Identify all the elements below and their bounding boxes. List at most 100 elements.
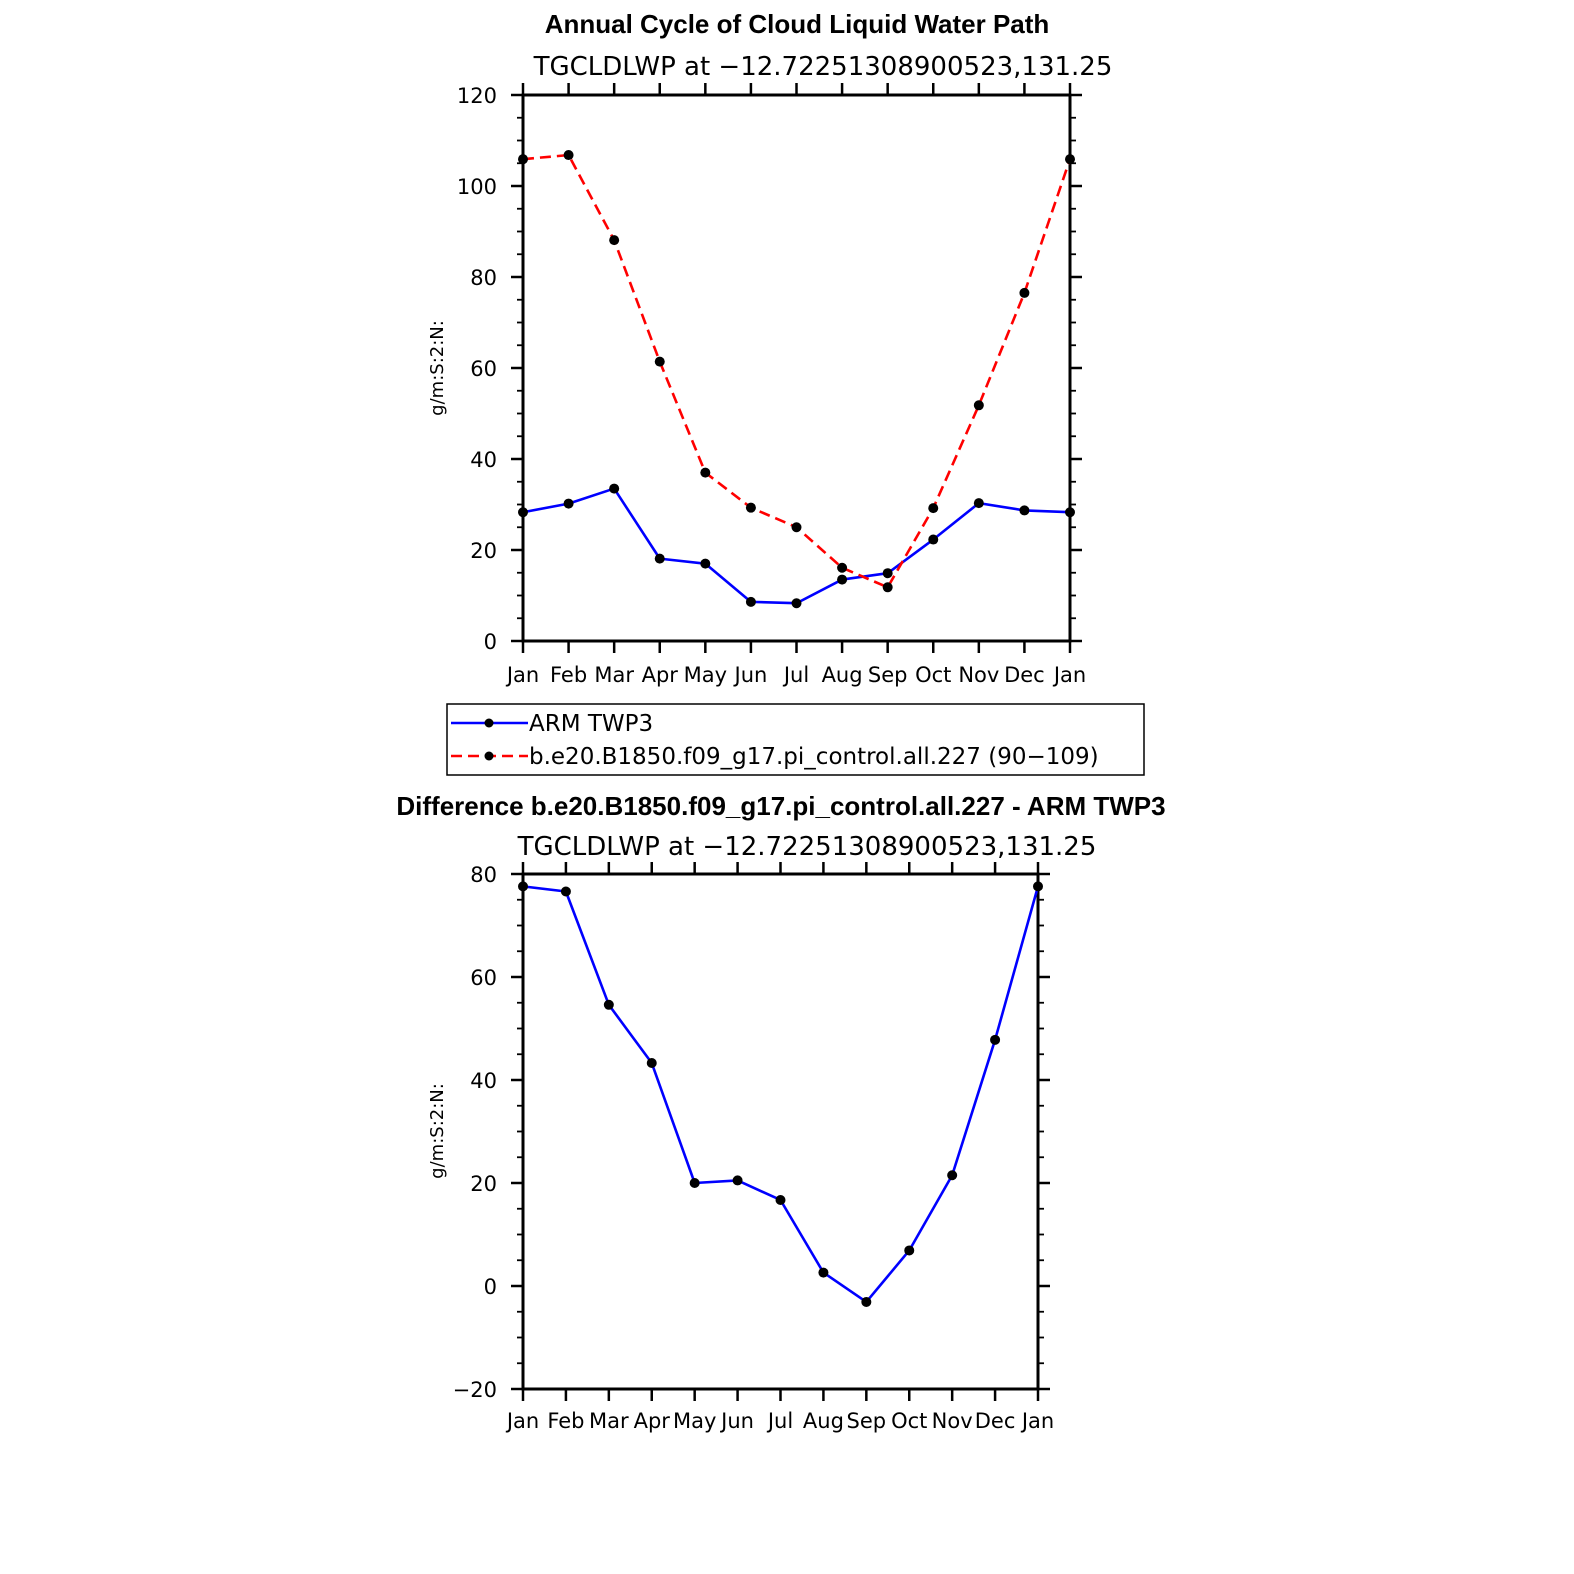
- chart-1-plot-frame: [521, 93, 1072, 643]
- data-point: [818, 1267, 829, 1278]
- data-point: [904, 1245, 915, 1256]
- chart-1-y-tick-labels: 0 20 40 60 80 100 120: [457, 84, 497, 654]
- x-tick-label: Jun: [719, 1409, 754, 1433]
- data-point: [518, 881, 528, 892]
- chart-1-title: Annual Cycle of Cloud Liquid Water Path: [545, 9, 1050, 39]
- data-point: [1065, 507, 1075, 518]
- chart-1-x-tick-labels: Jan Feb Mar Apr May Jun Jul Aug Sep Oct Nov Dec Jan: [505, 663, 1086, 687]
- chart-2-plot-frame: [521, 872, 1040, 1391]
- legend: ARM TWP3 b.e20.B1850.f09_g17.pi_control.…: [446, 703, 1145, 776]
- data-point: [689, 1178, 700, 1188]
- data-point: [745, 502, 756, 513]
- data-point: [1033, 881, 1043, 892]
- y-tick-label: 80: [470, 266, 497, 290]
- data-point: [563, 498, 574, 509]
- chart-1-series: [518, 150, 1075, 609]
- data-point: [518, 507, 528, 518]
- y-tick-label: 0: [484, 630, 497, 654]
- legend-label-model: b.e20.B1850.f09_g17.pi_control.all.227 (…: [529, 744, 1099, 770]
- chart-2-title: Difference b.e20.B1850.f09_g17.pi_contro…: [396, 791, 1165, 821]
- y-tick-label: 20: [470, 539, 497, 563]
- data-point: [928, 503, 939, 514]
- data-point: [837, 562, 848, 573]
- x-tick-label: May: [673, 1409, 716, 1433]
- legend-marker-arm-twp3: [484, 718, 494, 728]
- data-point: [732, 1175, 743, 1186]
- data-point: [654, 553, 665, 564]
- x-tick-label: Apr: [642, 663, 679, 687]
- data-point: [973, 400, 984, 411]
- data-point: [837, 574, 848, 585]
- x-tick-label: Jan: [1020, 1409, 1054, 1433]
- data-point: [603, 999, 614, 1010]
- x-tick-label: Aug: [803, 1409, 844, 1433]
- series-line-0: [522, 885, 1040, 1304]
- y-tick-label: 0: [484, 1275, 497, 1299]
- x-tick-label: Aug: [822, 663, 863, 687]
- x-tick-label: Oct: [915, 663, 951, 687]
- chart-1-subtitle: TGCLDLWP at −12.72251308900523,131.25: [533, 52, 1113, 82]
- legend-marker-model: [484, 751, 494, 761]
- series-line-0: [522, 487, 1071, 605]
- x-tick-label: Apr: [634, 1409, 671, 1433]
- y-tick-label: 40: [470, 448, 497, 472]
- data-point: [775, 1194, 786, 1205]
- data-point: [609, 235, 620, 246]
- data-point: [609, 483, 620, 494]
- y-tick-label: 60: [470, 966, 497, 990]
- y-tick-label: 40: [470, 1069, 497, 1093]
- data-point: [882, 582, 893, 593]
- chart-2-y-axis-label: g/m:S:2:N:: [427, 1083, 448, 1179]
- x-tick-label: Mar: [594, 663, 634, 687]
- y-tick-label: 20: [470, 1172, 497, 1196]
- data-point: [791, 522, 802, 533]
- data-point: [882, 568, 893, 579]
- data-point: [990, 1034, 1001, 1045]
- chart-2-subtitle: TGCLDLWP at −12.72251308900523,131.25: [517, 832, 1097, 862]
- y-tick-label: 120: [457, 84, 497, 108]
- data-point: [646, 1058, 657, 1069]
- y-tick-label: −20: [453, 1378, 497, 1402]
- data-point: [947, 1170, 958, 1181]
- x-tick-label: Jun: [733, 663, 768, 687]
- data-point: [563, 150, 574, 161]
- chart-2: Difference b.e20.B1850.f09_g17.pi_contro…: [396, 791, 1165, 1433]
- data-point: [1019, 287, 1030, 298]
- data-point: [973, 498, 984, 509]
- x-tick-label: Jan: [505, 1409, 539, 1433]
- data-point: [560, 886, 571, 897]
- chart-2-x-tick-labels: Jan Feb Mar Apr May Jun Jul Aug Sep Oct Nov Dec Jan: [505, 1409, 1054, 1433]
- data-point: [1065, 154, 1075, 165]
- x-tick-label: Feb: [547, 1409, 584, 1433]
- data-point: [518, 154, 528, 165]
- x-tick-label: Nov: [932, 1409, 973, 1433]
- legend-label-arm-twp3: ARM TWP3: [529, 711, 653, 737]
- data-point: [700, 467, 711, 478]
- y-tick-label: 80: [470, 863, 497, 887]
- data-point: [861, 1296, 872, 1307]
- y-tick-label: 60: [470, 357, 497, 381]
- y-tick-label: 100: [457, 175, 497, 199]
- x-tick-label: Sep: [847, 1409, 887, 1433]
- x-tick-label: May: [684, 663, 727, 687]
- data-point: [791, 598, 802, 609]
- chart-1-ticks: [511, 83, 1082, 653]
- x-tick-label: Jan: [1052, 663, 1086, 687]
- x-tick-label: Mar: [589, 1409, 629, 1433]
- chart-1-y-axis-label: g/m:S:2:N:: [427, 320, 448, 416]
- data-point: [745, 596, 756, 607]
- x-tick-label: Oct: [891, 1409, 927, 1433]
- chart-2-series: [518, 881, 1043, 1307]
- chart-2-ticks: [511, 862, 1050, 1401]
- data-point: [654, 356, 665, 367]
- data-point: [928, 534, 939, 545]
- x-tick-label: Feb: [550, 663, 587, 687]
- x-tick-label: Dec: [975, 1409, 1016, 1433]
- chart-2-y-tick-labels: −20 0 20 40 60 80: [453, 863, 497, 1402]
- x-tick-label: Jan: [505, 663, 539, 687]
- x-tick-label: Jul: [766, 1409, 793, 1433]
- x-tick-label: Jul: [782, 663, 809, 687]
- data-point: [1019, 505, 1030, 516]
- x-tick-label: Dec: [1004, 663, 1045, 687]
